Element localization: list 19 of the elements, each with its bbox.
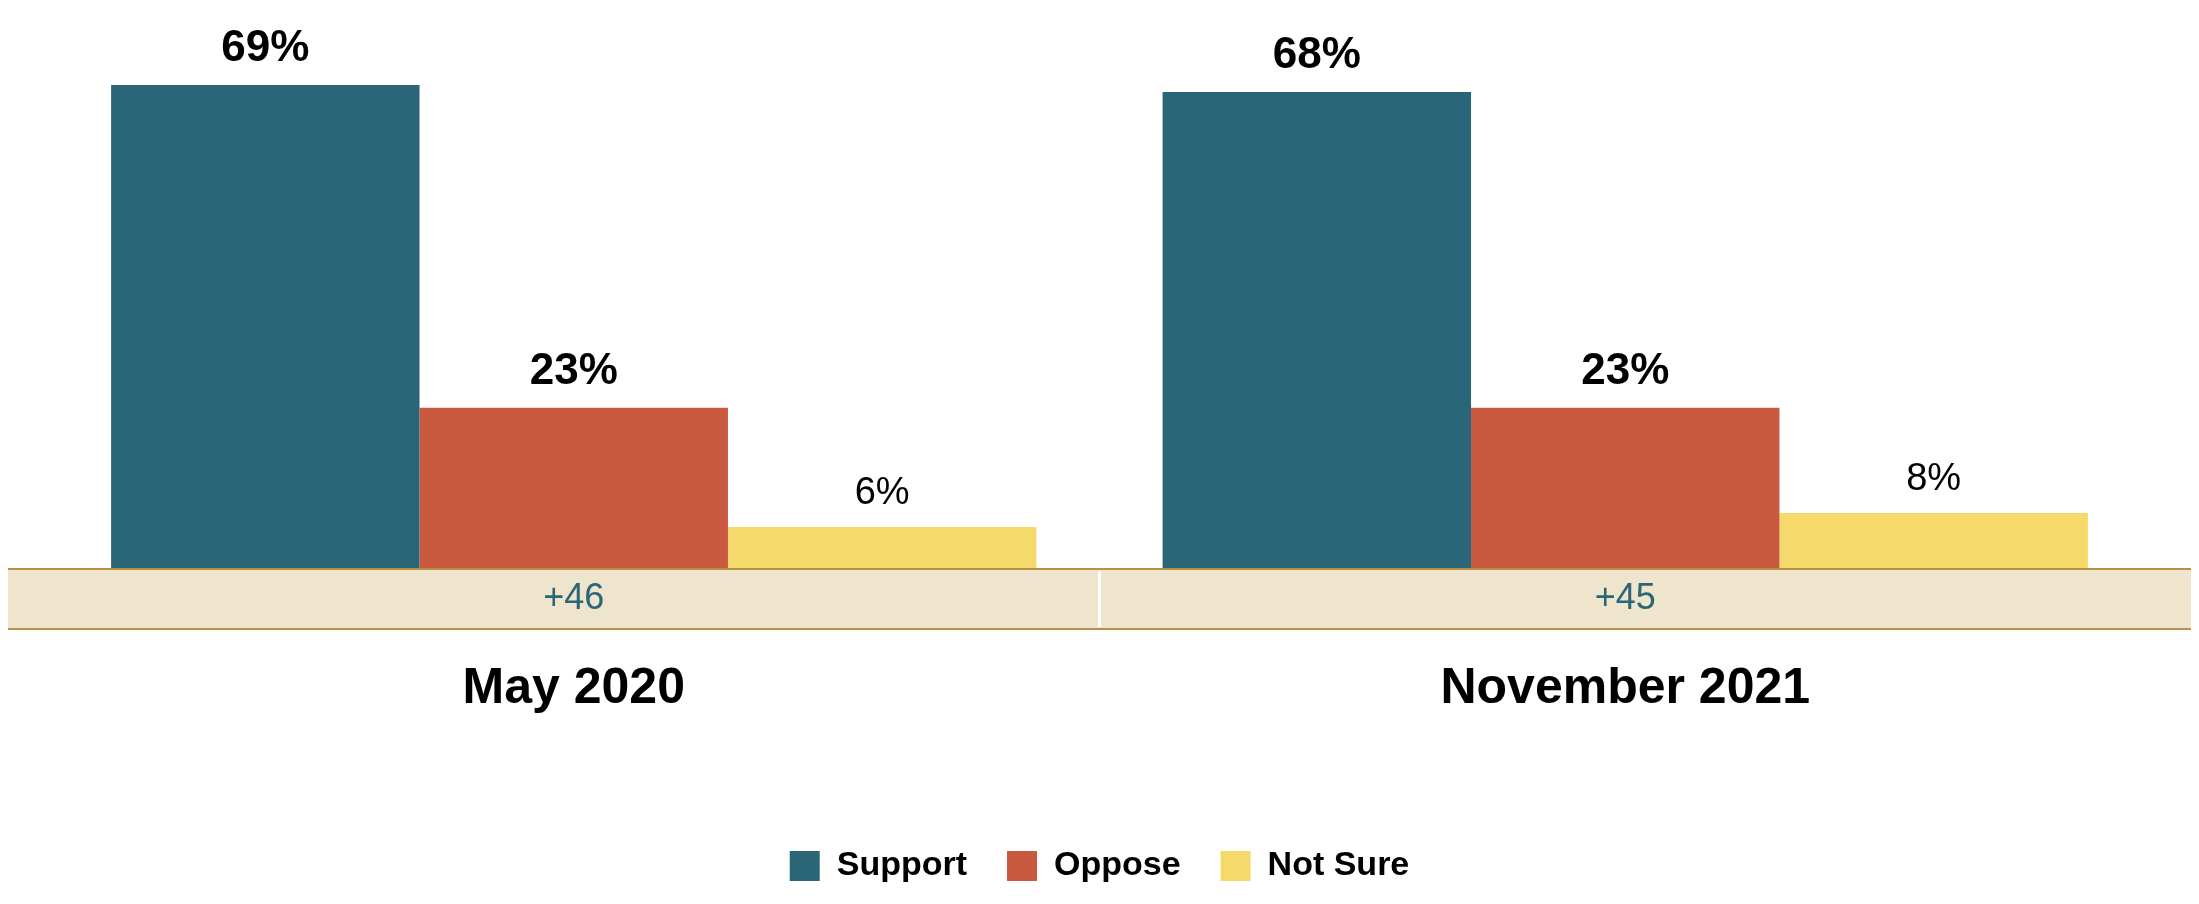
- x-tick-label: May 2020: [462, 657, 685, 714]
- legend-label: Support: [836, 844, 968, 883]
- data-label: 23%: [1581, 343, 1670, 393]
- text: +46: [543, 575, 605, 617]
- legend-label: Not Sure: [1267, 844, 1410, 883]
- bar: [419, 407, 728, 569]
- text: +45: [1594, 575, 1656, 617]
- data-label: 6%: [854, 470, 910, 513]
- data-label: 68%: [1272, 28, 1361, 78]
- data-label: 69%: [221, 21, 310, 71]
- data-label: 23%: [529, 343, 618, 393]
- bar: [1471, 407, 1780, 569]
- x-tick-label: November 2021: [1440, 657, 1811, 714]
- bar: [727, 526, 1037, 569]
- bar: [111, 85, 420, 569]
- bar: [1162, 92, 1472, 569]
- bar: [1779, 512, 2088, 569]
- data-label: 8%: [1906, 456, 1962, 499]
- legend-label: Oppose: [1054, 844, 1181, 883]
